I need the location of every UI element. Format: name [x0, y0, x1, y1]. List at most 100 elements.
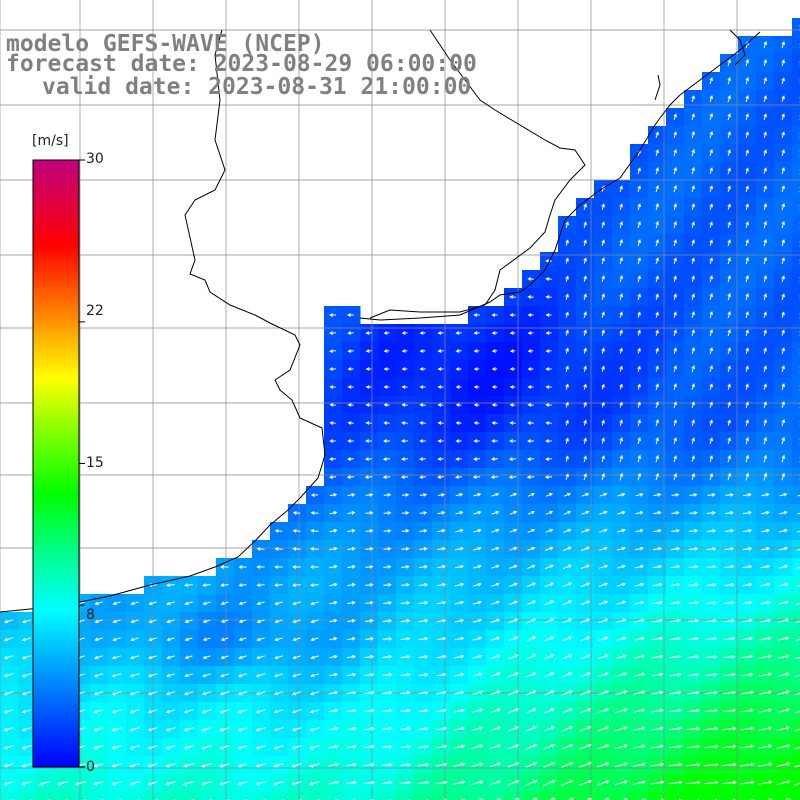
wind-arrow	[691, 383, 695, 391]
wind-arrow	[509, 510, 518, 515]
wind-speed-cell	[792, 612, 800, 631]
wind-arrow	[346, 726, 357, 731]
wind-arrow	[273, 673, 284, 678]
wind-arrow	[740, 690, 755, 695]
wind-arrow	[691, 130, 695, 139]
wind-arrow	[778, 546, 789, 551]
wind-arrow	[691, 419, 695, 426]
wind-arrow	[310, 637, 319, 642]
wind-arrow	[473, 439, 480, 443]
wind-speed-cell	[306, 792, 325, 800]
wind-arrow	[745, 311, 749, 319]
wind-arrow	[148, 655, 158, 660]
wind-arrow	[673, 472, 678, 481]
wind-arrow	[562, 582, 573, 588]
wind-arrow	[237, 745, 248, 750]
wind-speed-cell	[36, 792, 55, 800]
wind-arrow	[364, 744, 375, 749]
wind-arrow	[310, 601, 319, 606]
wind-arrow	[328, 690, 339, 695]
wind-speed-cell	[558, 792, 577, 800]
wind-arrow	[686, 780, 701, 785]
wind-arrow	[129, 691, 140, 696]
wind-arrow	[781, 95, 785, 102]
wind-arrow	[527, 564, 536, 569]
wind-arrow	[509, 528, 518, 533]
wind-arrow	[526, 672, 537, 678]
wind-arrow	[580, 582, 591, 588]
wind-arrow	[545, 295, 552, 299]
wind-arrow	[453, 726, 466, 731]
wind-arrow	[688, 600, 699, 605]
wind-arrow	[309, 583, 320, 587]
wind-arrow	[94, 637, 103, 642]
wind-arrow	[597, 762, 610, 768]
wind-speed-cell	[234, 792, 253, 800]
wind-arrow	[797, 512, 800, 515]
wind-speed-cell	[792, 36, 800, 55]
wind-arrow	[561, 726, 574, 732]
wind-speed-cell	[792, 594, 800, 613]
wind-arrow	[581, 510, 590, 515]
wind-arrow	[673, 148, 677, 157]
wind-arrow	[329, 439, 336, 443]
wind-arrow	[637, 256, 641, 265]
wind-arrow	[543, 744, 556, 750]
wind-arrow	[365, 331, 372, 335]
wind-arrow	[673, 454, 677, 463]
wind-arrow	[634, 546, 644, 551]
wind-arrow	[760, 582, 771, 587]
wind-arrow	[509, 367, 516, 371]
wind-arrow	[565, 293, 569, 300]
wind-arrow	[727, 472, 732, 481]
wind-arrow	[673, 220, 677, 229]
wind-arrow	[507, 744, 520, 750]
wind-arrow	[526, 582, 536, 588]
wind-arrow	[655, 365, 659, 372]
wind-arrow	[745, 185, 749, 192]
wind-arrow	[781, 184, 785, 193]
wind-arrow	[111, 691, 122, 696]
wind-arrow	[473, 349, 480, 353]
wind-arrow	[508, 475, 517, 479]
wind-speed-cell	[792, 162, 800, 181]
wind-arrow	[202, 601, 211, 606]
wind-arrow	[763, 77, 767, 85]
wind-arrow	[365, 547, 374, 551]
wind-arrow	[347, 564, 356, 569]
wind-arrow	[598, 618, 609, 623]
wind-arrow	[256, 565, 265, 569]
wind-arrow	[347, 493, 356, 497]
colorbar-tick-label: 22	[86, 303, 104, 319]
wind-arrow	[763, 347, 767, 354]
wind-arrow	[148, 637, 157, 642]
wind-arrow	[763, 293, 767, 301]
wind-arrow	[147, 781, 158, 786]
wind-arrow	[776, 708, 791, 713]
wind-arrow	[545, 457, 552, 461]
wind-arrow	[617, 510, 626, 515]
wind-arrow	[454, 475, 463, 479]
wind-arrow	[401, 331, 408, 335]
wind-arrow	[580, 672, 591, 678]
wind-arrow	[291, 763, 302, 768]
wind-arrow	[709, 185, 713, 193]
wind-arrow	[473, 528, 482, 533]
wind-arrow	[779, 510, 788, 515]
wind-arrow	[111, 727, 122, 732]
wind-speed-cell	[270, 792, 289, 800]
wind-arrow	[583, 455, 587, 462]
wind-arrow	[745, 167, 749, 174]
wind-arrow	[545, 277, 552, 281]
wind-arrow	[650, 780, 665, 785]
wind-arrow	[166, 583, 175, 587]
wind-arrow	[655, 202, 659, 211]
wind-arrow	[437, 475, 444, 479]
wind-arrow	[689, 493, 698, 497]
wind-arrow	[598, 600, 609, 605]
wind-arrow	[724, 600, 735, 605]
wind-speed-cell	[792, 666, 800, 685]
wind-arrow	[673, 184, 677, 193]
wind-arrow	[741, 636, 754, 641]
wind-arrow	[346, 762, 357, 767]
